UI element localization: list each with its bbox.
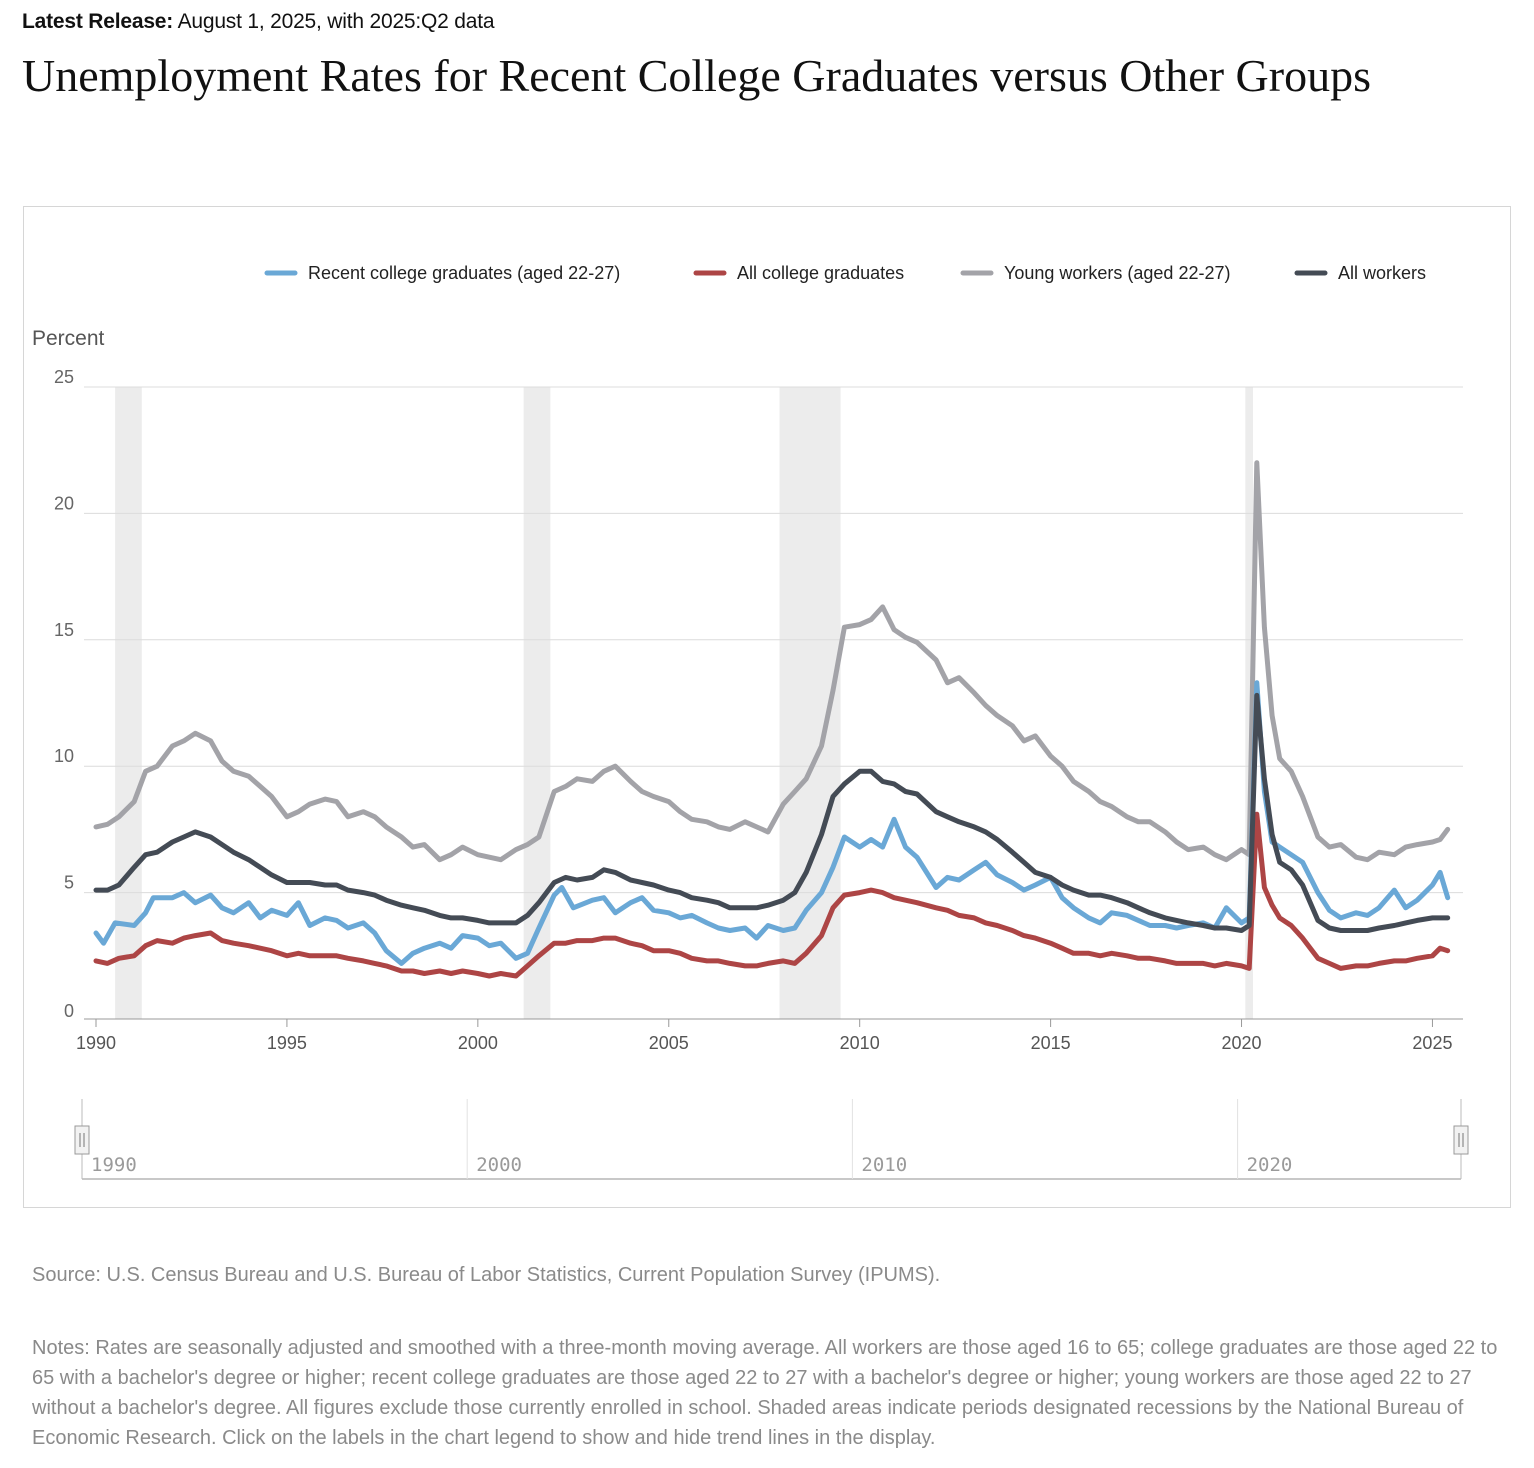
x-tick-label: 2005 bbox=[649, 1033, 689, 1053]
x-tick-label: 1995 bbox=[267, 1033, 307, 1053]
series-line bbox=[93, 692, 1451, 933]
recession-band bbox=[115, 387, 142, 1019]
x-tick-label: 2010 bbox=[840, 1033, 880, 1053]
legend-item[interactable]: All workers bbox=[1294, 263, 1426, 283]
y-tick-label: 0 bbox=[64, 1001, 74, 1021]
page-title: Unemployment Rates for Recent College Gr… bbox=[22, 50, 1371, 101]
legend-label: All workers bbox=[1338, 263, 1426, 283]
y-tick-label: 25 bbox=[54, 367, 74, 387]
release-label: Latest Release: bbox=[22, 10, 174, 33]
x-tick-label: 2015 bbox=[1031, 1033, 1071, 1053]
series-line bbox=[93, 811, 1451, 979]
source-note: Source: U.S. Census Bureau and U.S. Bure… bbox=[32, 1264, 941, 1286]
navigator-label: 1990 bbox=[91, 1154, 137, 1176]
y-axis-title: Percent bbox=[32, 327, 105, 350]
x-tick-label: 1990 bbox=[76, 1033, 116, 1053]
navigator-handle-left[interactable] bbox=[74, 1125, 90, 1155]
x-tick-label: 2025 bbox=[1412, 1033, 1452, 1053]
legend-item[interactable]: Young workers (aged 22-27) bbox=[960, 263, 1230, 283]
chart-container: Recent college graduates (aged 22-27) All… bbox=[23, 206, 1511, 1208]
legend-label: All college graduates bbox=[737, 263, 904, 283]
x-tick-label: 2020 bbox=[1222, 1033, 1262, 1053]
legend-label: Young workers (aged 22-27) bbox=[1004, 263, 1230, 283]
recession-band bbox=[1245, 387, 1253, 1019]
y-tick-label: 5 bbox=[64, 873, 74, 893]
series-line bbox=[93, 460, 1451, 863]
y-tick-label: 20 bbox=[54, 493, 74, 513]
legend-item[interactable]: Recent college graduates (aged 22-27) bbox=[264, 263, 620, 283]
navigator-label: 2020 bbox=[1247, 1154, 1293, 1176]
y-tick-label: 10 bbox=[54, 746, 74, 766]
legend-item[interactable]: All college graduates bbox=[693, 263, 904, 283]
legend-label: Recent college graduates (aged 22-27) bbox=[308, 263, 620, 283]
recession-band bbox=[523, 387, 551, 1019]
chart-svg: Recent college graduates (aged 22-27) All… bbox=[32, 263, 1469, 1180]
y-tick-label: 15 bbox=[54, 620, 74, 640]
release-text: August 1, 2025, with 2025:Q2 data bbox=[177, 10, 495, 33]
x-tick-label: 2000 bbox=[458, 1033, 498, 1053]
notes-text: Notes: Rates are seasonally adjusted and… bbox=[32, 1337, 1498, 1449]
navigator-handle-right[interactable] bbox=[1453, 1125, 1469, 1155]
navigator-label: 2010 bbox=[861, 1154, 907, 1176]
navigator-label: 2000 bbox=[476, 1154, 522, 1176]
release-info: Latest Release: August 1, 2025, with 202… bbox=[22, 10, 495, 34]
